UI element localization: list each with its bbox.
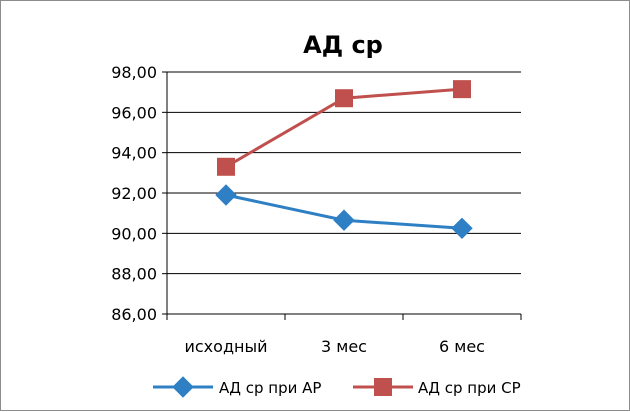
y-tick-label: 94,00	[111, 144, 157, 163]
y-tick-label: 86,00	[111, 305, 157, 324]
x-tick-labels: исходный 3 мес 6 мес	[184, 337, 485, 356]
y-tick-label: 88,00	[111, 265, 157, 284]
series-lines	[215, 80, 473, 239]
data-point	[215, 184, 237, 206]
legend: АД ср при АР АД ср при СР	[153, 376, 521, 398]
axes	[162, 71, 522, 320]
legend-marker	[172, 376, 194, 398]
legend-label: АД ср при СР	[418, 379, 521, 397]
data-point	[451, 217, 473, 239]
legend-marker	[374, 378, 392, 396]
y-tick-labels: 86,00 88,00 90,00 92,00 94,00 96,00 98,00	[111, 63, 157, 324]
data-point	[453, 80, 471, 99]
data-point	[217, 157, 235, 176]
y-tick-label: 90,00	[111, 224, 157, 243]
x-tick-label: 6 мес	[439, 337, 485, 356]
x-tick-label: исходный	[184, 337, 267, 356]
chart-title: АД ср	[303, 31, 383, 59]
data-point	[335, 89, 353, 108]
y-tick-label: 92,00	[111, 184, 157, 203]
legend-item: АД ср при АР	[153, 376, 321, 398]
y-tick-label: 96,00	[111, 103, 157, 122]
legend-label: АД ср при АР	[219, 379, 321, 397]
x-tick-label: 3 мес	[321, 337, 367, 356]
legend-item: АД ср при СР	[353, 378, 521, 397]
data-point	[333, 209, 355, 231]
y-tick-label: 98,00	[111, 63, 157, 82]
